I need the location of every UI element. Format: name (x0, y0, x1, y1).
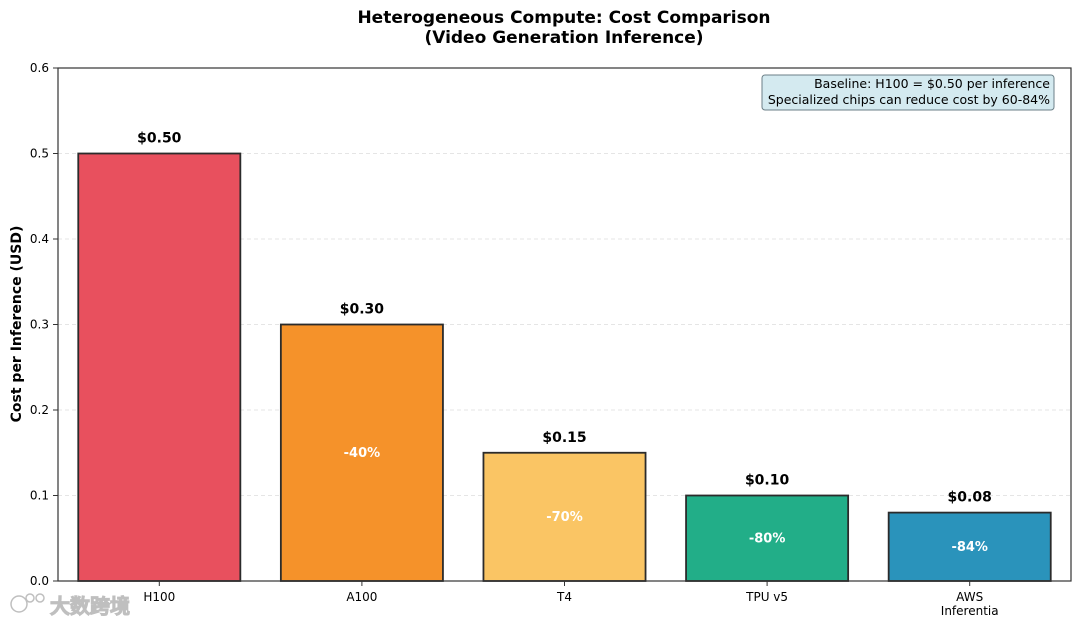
y-tick-label: 0.3 (30, 318, 49, 332)
bar-value-label: $0.08 (948, 490, 992, 506)
x-tick-label: AWS (956, 590, 983, 604)
annotation-line2: Specialized chips can reduce cost by 60-… (768, 92, 1050, 107)
watermark-logo-icon (10, 593, 45, 613)
y-tick-label: 0.1 (30, 489, 49, 503)
bar (77, 152, 242, 582)
annotation-line1: Baseline: H100 = $0.50 per inference (814, 76, 1050, 91)
y-tick-label: 0.5 (30, 147, 49, 161)
y-tick-label: 0.4 (30, 232, 49, 246)
x-tick-label: H100 (143, 590, 175, 604)
annotation-background (761, 74, 1055, 111)
bar-reduction-label: -80% (749, 531, 786, 546)
bar (887, 511, 1052, 582)
y-axis-label: Cost per Inference (USD) (9, 226, 25, 423)
bar (279, 323, 444, 582)
bars: $0.50 $0.30 -40% $0.15 -70% $0.10 -80% $0.08 -84… (77, 131, 1052, 582)
x-tick-label: A100 (346, 590, 377, 604)
bar-reduction-label: -70% (546, 510, 583, 525)
y-tick-label: 0.2 (30, 403, 49, 417)
bar-value-label: $0.15 (542, 430, 586, 446)
bar-reduction-label: -40% (344, 446, 381, 461)
bar-value-label: $0.30 (340, 302, 385, 318)
watermark-text: 大数跨境 (50, 594, 130, 618)
bar (685, 494, 850, 582)
chart-title-line2: (Video Generation Inference) (424, 28, 703, 48)
bar (482, 451, 647, 582)
x-tick-label: Inferentia (941, 604, 999, 618)
chart-title-line1: Heterogeneous Compute: Cost Comparison (357, 8, 770, 28)
annotation-box: Baseline: H100 = $0.50 per inference Spe… (761, 74, 1055, 111)
bar-value-label: $0.10 (745, 473, 790, 489)
y-tick-label: 0.6 (30, 61, 49, 75)
y-tick-label: 0.0 (30, 574, 49, 588)
bar-value-label: $0.50 (137, 131, 182, 147)
x-tick-label: T4 (556, 590, 572, 604)
watermark: 大数跨境 (10, 593, 131, 619)
bar-reduction-label: -84% (951, 540, 988, 555)
y-axis-ticks: 0.0 0.1 0.2 0.3 0.4 0.5 0.6 (30, 61, 58, 588)
x-tick-label: TPU v5 (745, 590, 788, 604)
